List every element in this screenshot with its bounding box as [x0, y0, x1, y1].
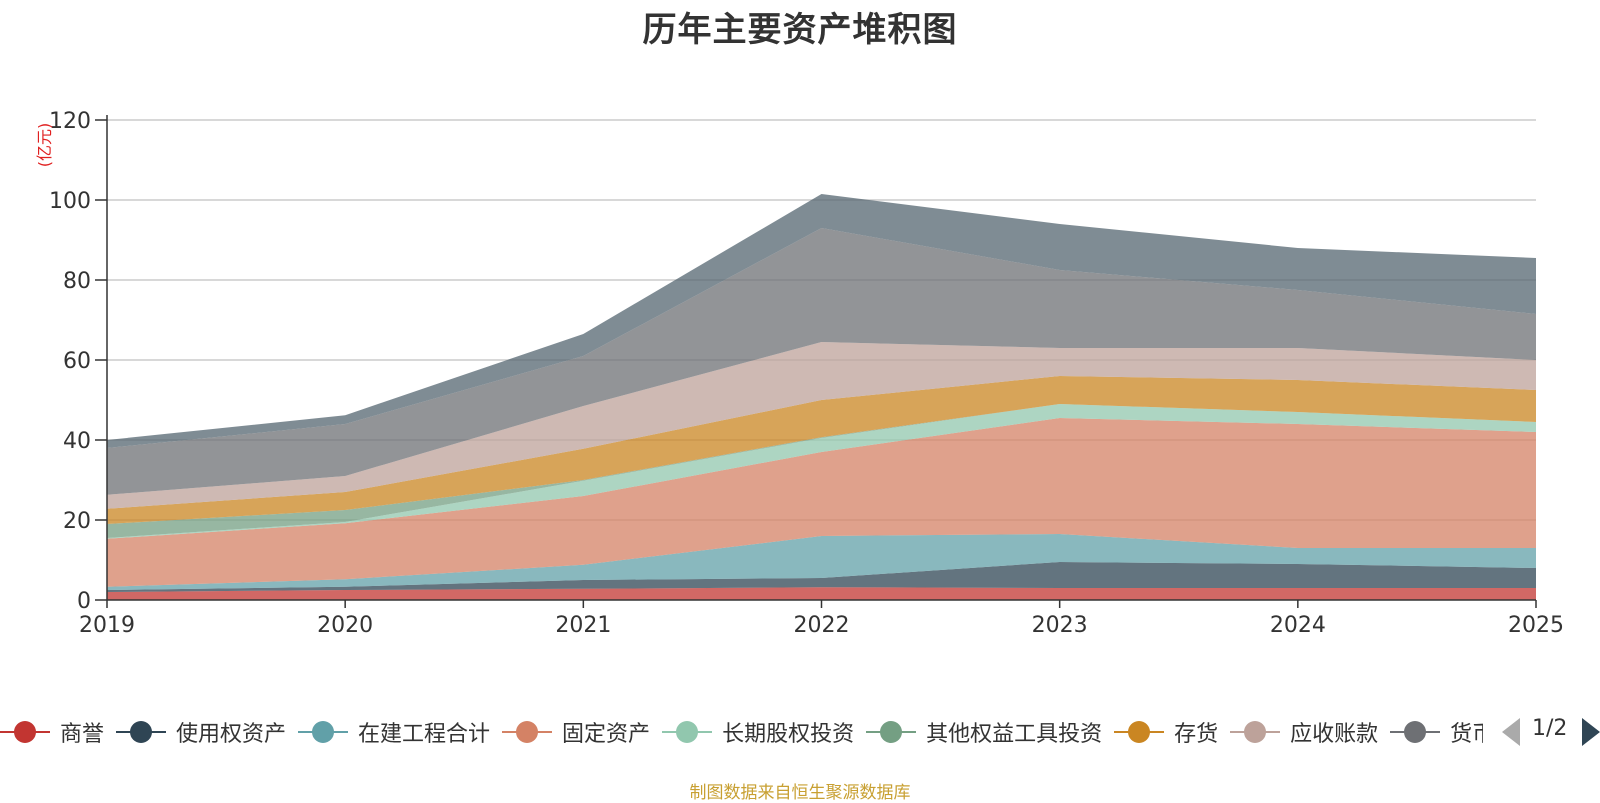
legend-marker-icon — [116, 720, 167, 744]
legend-label: 应收账款 — [1290, 722, 1379, 747]
area-series-9[interactable] — [107, 194, 1536, 448]
source-note: 制图数据来自恒生聚源数据库 — [689, 783, 911, 803]
legend-label: 使用权资产 — [176, 722, 287, 747]
legend-item[interactable]: 货币资金 — [1390, 712, 1483, 752]
area-series-3[interactable] — [107, 418, 1536, 587]
axes: 0 20 40 60 80 100 120 2019 2020 2021 2022 2023 2024 2… — [49, 109, 1564, 638]
legend-marker-icon — [298, 720, 349, 744]
legend-page-indicator: 1/2 — [1532, 716, 1568, 741]
legend-label: 存货 — [1174, 722, 1219, 747]
legend-marker-icon — [502, 720, 553, 744]
legend-marker-icon — [1114, 720, 1165, 744]
x-tick-label: 2023 — [1032, 613, 1088, 638]
area-series-7[interactable] — [107, 342, 1536, 509]
legend-marker-icon — [662, 720, 713, 744]
legend-prev-page-arrow-icon[interactable] — [1502, 718, 1520, 746]
legend-marker-icon — [1230, 720, 1281, 744]
legend-label: 货币资金 — [1450, 722, 1483, 747]
y-tick-label: 40 — [63, 429, 91, 454]
x-tick-label: 2025 — [1508, 613, 1564, 638]
legend-item[interactable]: 使用权资产 — [116, 712, 286, 752]
x-tick-label: 2020 — [317, 613, 373, 638]
area-series-8[interactable] — [107, 228, 1536, 495]
chart-title: 历年主要资产堆积图 — [642, 10, 958, 50]
area-series-6[interactable] — [107, 376, 1536, 524]
legend-label: 长期股权投资 — [722, 722, 855, 747]
legend-label: 商誉 — [60, 722, 105, 747]
legend-item[interactable]: 商誉 — [0, 712, 104, 752]
legend-next-page-arrow-icon[interactable] — [1582, 718, 1600, 746]
legend-item[interactable]: 长期股权投资 — [662, 712, 854, 752]
y-tick-label: 100 — [49, 189, 91, 214]
legend: 商誉 使用权资产 在建工程合计 固定资产 长期股权投资 其他权益工具投资 存货 应收账款 货币资… — [0, 712, 1600, 752]
legend-viewport: 商誉 使用权资产 在建工程合计 固定资产 长期股权投资 其他权益工具投资 存货 应收账款 货币资… — [0, 712, 1483, 752]
legend-pager: 1/2 — [1500, 712, 1600, 752]
y-tick-label: 120 — [49, 109, 91, 134]
legend-marker-icon — [1390, 720, 1441, 744]
area-series-0[interactable] — [107, 587, 1536, 600]
legend-label: 在建工程合计 — [358, 722, 491, 747]
legend-label: 固定资产 — [562, 722, 651, 747]
legend-label: 其他权益工具投资 — [926, 722, 1103, 747]
legend-item[interactable]: 在建工程合计 — [298, 712, 490, 752]
x-tick-label: 2021 — [555, 613, 611, 638]
legend-item[interactable]: 其他权益工具投资 — [866, 712, 1102, 752]
area-series-1[interactable] — [107, 562, 1536, 592]
legend-track: 商誉 使用权资产 在建工程合计 固定资产 长期股权投资 其他权益工具投资 存货 应收账款 货币资… — [0, 712, 1483, 752]
y-tick-label: 60 — [63, 349, 91, 374]
legend-marker-icon — [0, 720, 50, 744]
y-tick-label: 80 — [63, 269, 91, 294]
area-series-group — [107, 194, 1536, 600]
y-axis-unit-label: (亿元) — [35, 123, 54, 168]
stacked-area-chart: 0 20 40 60 80 100 120 2019 2020 2021 2022 2023 2024 2… — [35, 109, 1564, 638]
x-tick-label: 2019 — [79, 613, 135, 638]
legend-item[interactable]: 存货 — [1114, 712, 1218, 752]
legend-item[interactable]: 应收账款 — [1230, 712, 1378, 752]
legend-marker-icon — [866, 720, 917, 744]
legend-item[interactable]: 固定资产 — [502, 712, 650, 752]
area-series-4[interactable] — [107, 404, 1536, 539]
x-tick-label: 2024 — [1270, 613, 1326, 638]
y-tick-label: 20 — [63, 509, 91, 534]
area-series-5[interactable] — [107, 404, 1536, 538]
x-tick-label: 2022 — [794, 613, 850, 638]
area-series-2[interactable] — [107, 534, 1536, 590]
y-tick-label: 0 — [77, 589, 91, 614]
